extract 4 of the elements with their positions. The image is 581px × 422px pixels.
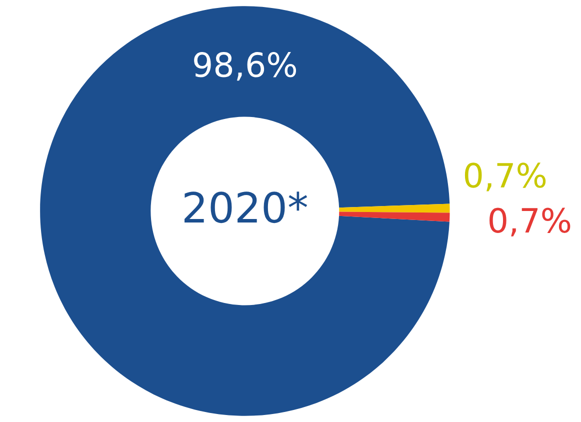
- data-label: 98,6%: [194, 52, 296, 81]
- text: 2020*: [184, 192, 308, 224]
- data-label: 0,7%: [464, 162, 546, 192]
- data-label: 0,7%: [490, 208, 570, 236]
